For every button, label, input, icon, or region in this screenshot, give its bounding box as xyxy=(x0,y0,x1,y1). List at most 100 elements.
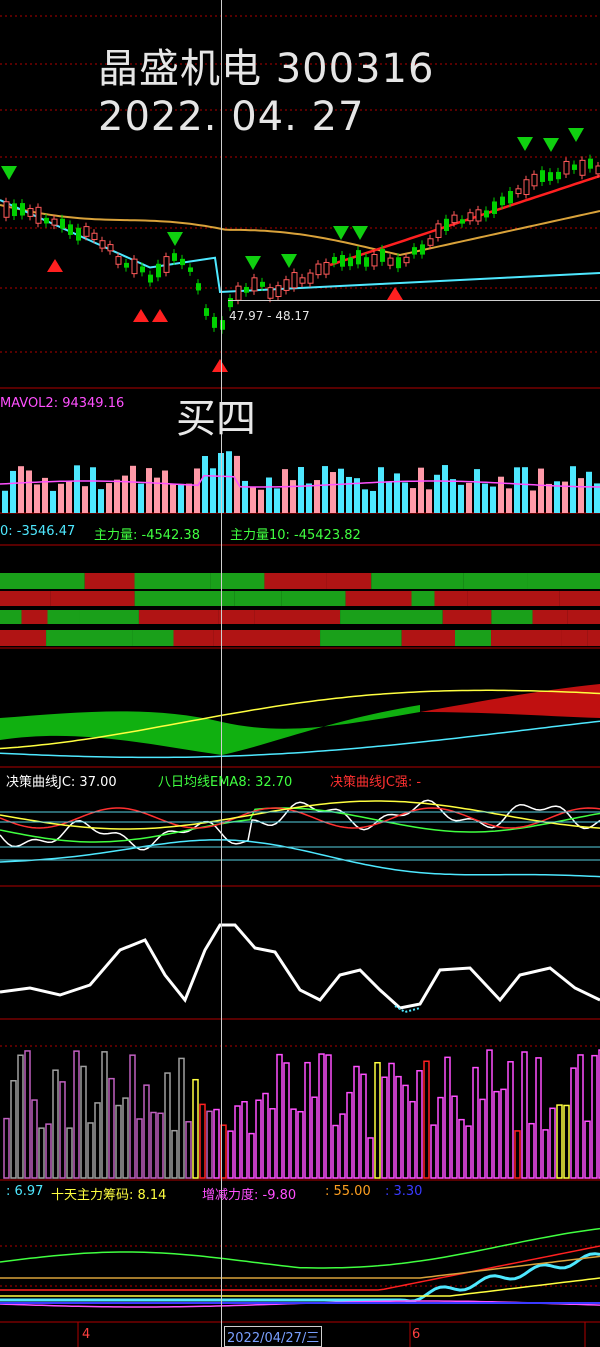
capital-strip-segment xyxy=(210,573,265,589)
candle-body-down xyxy=(500,196,505,206)
capital-strip-segment xyxy=(320,630,402,646)
candle-body-down xyxy=(348,257,353,267)
decision-curve-yellow xyxy=(0,800,600,830)
decision-curve-strong xyxy=(0,807,600,829)
candle-body-down xyxy=(20,203,25,216)
chip-bar xyxy=(584,1120,591,1179)
volume-bar xyxy=(146,468,152,513)
chip-bar xyxy=(577,1054,584,1179)
chip-bar xyxy=(38,1127,45,1179)
volume-bar xyxy=(10,470,16,513)
capital-strip-segment xyxy=(463,573,528,589)
chip-bar xyxy=(479,1098,486,1179)
chip-bar xyxy=(3,1117,10,1179)
candle-body-down xyxy=(180,258,185,266)
candle-body-down xyxy=(212,316,217,328)
chip-bar xyxy=(80,1065,87,1179)
volume-bar xyxy=(426,489,432,513)
volume-bar xyxy=(170,483,176,513)
volume-bar xyxy=(530,490,536,513)
chip-value330: : 3.30 xyxy=(385,1184,423,1199)
chip-bar xyxy=(45,1123,52,1179)
capital-strip-segment xyxy=(411,591,435,606)
chip-bar xyxy=(535,1057,542,1179)
capital-strip-segment xyxy=(281,591,346,606)
sell-signal-marker xyxy=(352,226,368,240)
candle-body-down xyxy=(412,247,417,255)
volume-bar xyxy=(338,468,344,513)
volume-bar xyxy=(66,481,72,513)
capital-strip-segment xyxy=(340,610,443,624)
chip-bar xyxy=(388,1062,395,1179)
mavol2-label: MAVOL2: 94349.16 xyxy=(0,396,125,411)
chip-bar xyxy=(500,1088,507,1179)
volume-bar xyxy=(570,466,576,513)
chip-bar xyxy=(493,1090,500,1179)
volume-bar xyxy=(586,471,592,513)
date-title: 2022. 04. 27 xyxy=(98,94,365,140)
capital-strip-segment xyxy=(454,630,492,646)
candle-body-up xyxy=(323,262,330,275)
volume-bar xyxy=(554,481,560,513)
candle-body-down xyxy=(196,283,201,291)
capital-strip-segment xyxy=(567,610,600,624)
candle-body-up xyxy=(131,258,138,275)
candle-body-down xyxy=(332,256,337,264)
candle-body-up xyxy=(27,208,34,217)
capital-strip-segment xyxy=(587,630,600,646)
buy-signal-marker xyxy=(212,359,228,372)
volume-bar xyxy=(258,489,264,513)
chip-line-yellow xyxy=(0,1277,600,1297)
volume-bar xyxy=(458,484,464,513)
volume-bar xyxy=(378,467,384,513)
capital-strip-segment xyxy=(234,591,282,606)
chip-bar xyxy=(255,1099,262,1179)
capital-strip-segment xyxy=(0,630,47,646)
candle-body-down xyxy=(68,224,73,235)
volume-bar xyxy=(578,478,584,513)
chip-bar xyxy=(185,1121,192,1179)
chip-bar xyxy=(465,1125,472,1179)
capital-strip-segment xyxy=(491,610,533,624)
chip-bar xyxy=(514,1130,521,1179)
candle-body-up xyxy=(515,188,522,195)
chip-bar xyxy=(521,1051,528,1179)
candle-body-down xyxy=(548,172,553,181)
price-range-readout: 47.97 - 48.17 xyxy=(229,309,310,323)
capital-strip-segment xyxy=(50,591,135,606)
mavol-line xyxy=(0,474,600,488)
chip-bar xyxy=(451,1095,458,1179)
volume-bar xyxy=(266,477,272,513)
capital-strip-segment xyxy=(132,630,174,646)
candle-body-up xyxy=(427,238,434,246)
candle-body-down xyxy=(460,219,465,224)
chip-bar xyxy=(507,1061,514,1179)
chip-bar xyxy=(164,1072,171,1179)
chip-bar xyxy=(563,1104,570,1179)
decision-curve-ema8 xyxy=(0,807,600,843)
candle-body-up xyxy=(475,209,482,222)
candle-body-up xyxy=(267,287,274,299)
volume-bar xyxy=(50,490,56,513)
chip-bar xyxy=(381,1076,388,1179)
volume-bar xyxy=(90,467,96,513)
candle-body-down xyxy=(220,320,225,330)
chip-bar xyxy=(374,1061,381,1179)
sell-signal-marker xyxy=(333,226,349,240)
candle-body-up xyxy=(235,285,242,301)
chip-bar xyxy=(129,1054,136,1179)
chip-bar xyxy=(423,1060,430,1179)
capital-value1: 0: -3546.47 xyxy=(0,524,76,539)
chip-bar xyxy=(276,1053,283,1179)
volume-bar xyxy=(226,451,232,513)
capital-strip-segment xyxy=(345,591,412,606)
volume-bar xyxy=(82,486,88,513)
chip-bar xyxy=(430,1124,437,1179)
chip-bar xyxy=(122,1097,129,1179)
capital-strip-segment xyxy=(401,630,455,646)
capital-strip-segment xyxy=(0,573,85,589)
capital-strip-segment xyxy=(434,591,468,606)
chip-bar xyxy=(367,1137,374,1179)
volume-bar xyxy=(322,466,328,513)
